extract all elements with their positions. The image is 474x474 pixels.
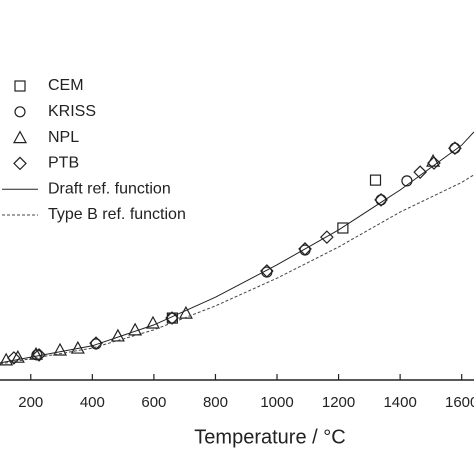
legend-label: KRISS [48,103,96,120]
x-tick-label: 1400 [383,394,416,411]
data-point [374,193,388,207]
data-point [89,336,103,350]
legend-label: CEM [48,77,84,94]
data-point [7,351,21,365]
data-point [29,346,44,360]
legend-label: Draft ref. function [48,180,171,197]
x-tick-label: 600 [141,394,166,411]
x-tick-label: 800 [203,394,228,411]
data-point [10,349,25,363]
legend-label: Type B ref. function [48,206,186,223]
data-point [375,194,387,206]
ref-line [0,131,474,364]
legend-label: PTB [48,155,79,172]
data-point [260,264,274,278]
x-tick-label: 200 [18,394,43,411]
data-point [401,175,413,187]
x-tick-label: 400 [80,394,105,411]
legend-label: NPL [48,129,79,146]
data-point [128,322,143,336]
data-point [413,165,427,179]
data-point [165,311,179,325]
data-point [53,342,68,356]
legend-marker [14,106,26,118]
ref-line [0,174,474,365]
legend-marker [12,130,28,144]
x-tick-label: 1000 [260,394,293,411]
data-point [178,305,193,319]
data-point [369,174,382,186]
legend-marker [14,80,26,92]
data-point [320,230,334,244]
data-point [427,156,441,170]
data-point [145,315,160,329]
legend-marker [13,156,27,171]
data-point [449,142,461,154]
x-tick-label: 1600 [445,394,474,411]
data-point [448,141,462,156]
x-axis-label: Temperature / °C [194,426,345,448]
data-point [32,348,46,362]
x-tick-label: 1200 [322,394,355,411]
data-point [337,222,349,234]
